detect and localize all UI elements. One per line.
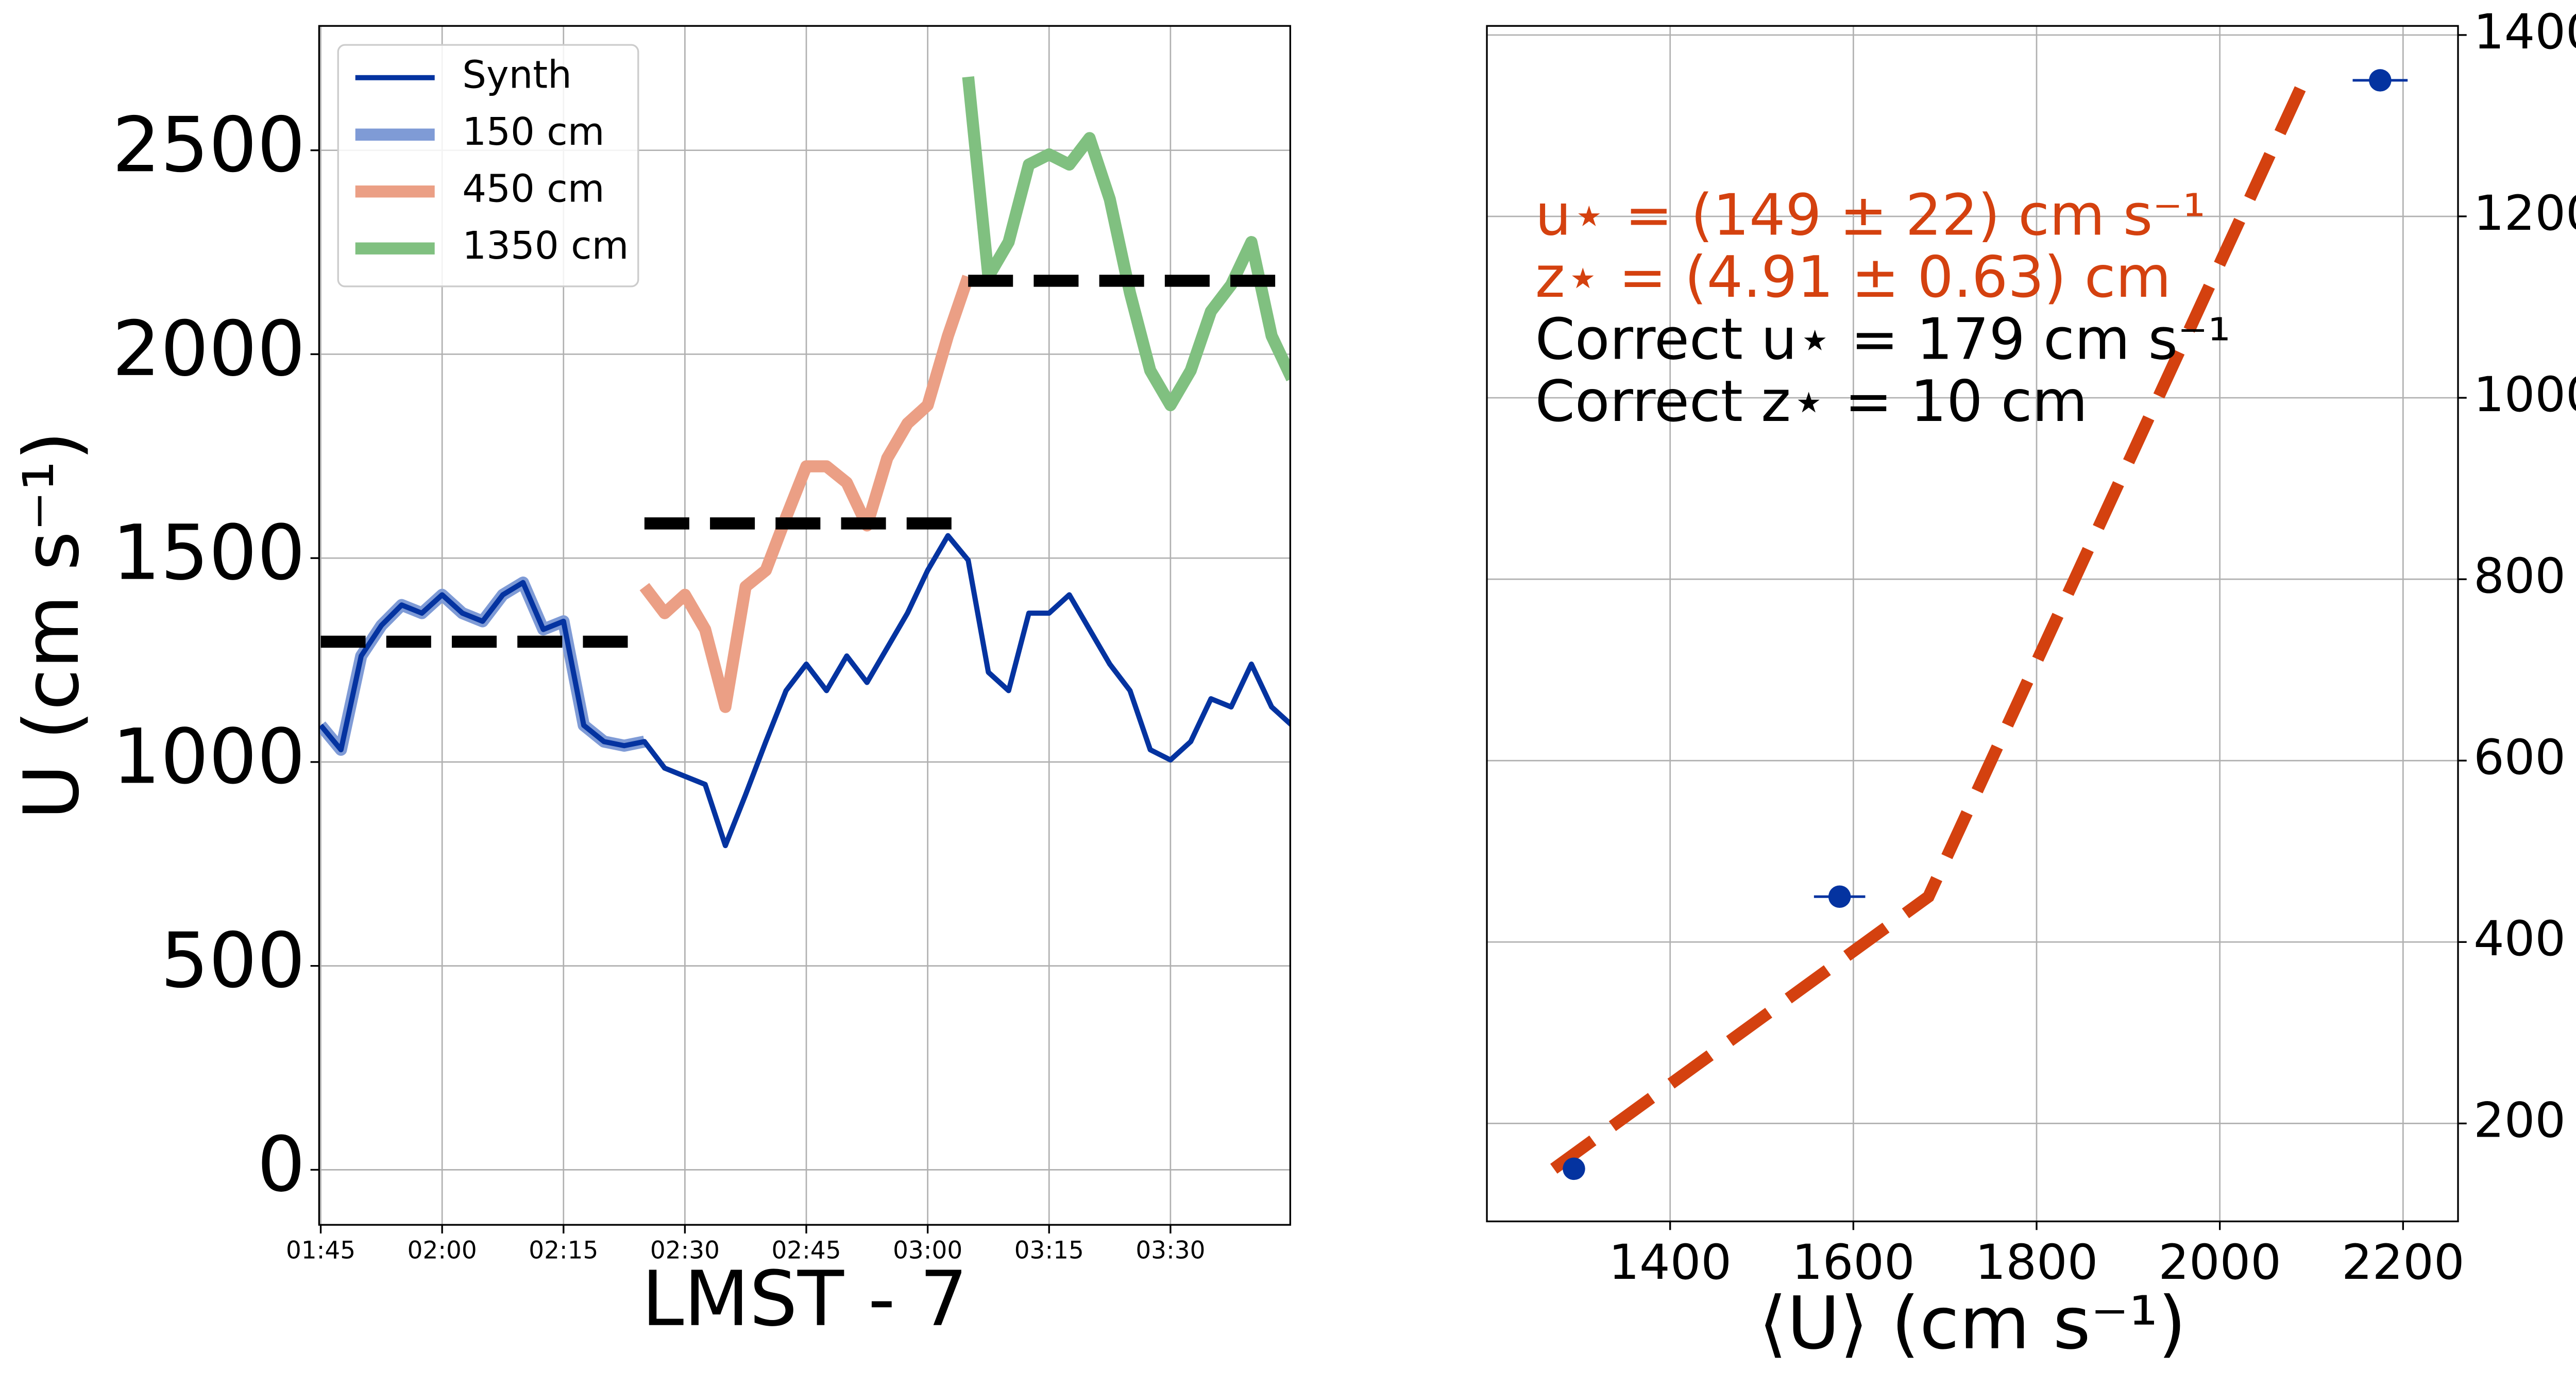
y-tick-label: 200 — [2473, 1092, 2566, 1148]
y-tick-label: 400 — [2473, 911, 2566, 967]
x-tick-label: 01:45 — [286, 1237, 355, 1265]
data-line — [319, 533, 1291, 849]
annotation: Correct u⋆ = 179 cm s⁻¹ — [1535, 307, 2231, 373]
y-tick-label: 1500 — [112, 509, 306, 597]
annotation: u⋆ = (149 ± 22) cm s⁻¹ — [1535, 182, 2206, 249]
x-tick-label: 02:45 — [771, 1237, 841, 1265]
x-tick-label: 1600 — [1792, 1235, 1915, 1291]
y-tick-label: 0 — [257, 1120, 306, 1209]
data-line — [639, 275, 974, 713]
axes-frame — [1486, 25, 2459, 1223]
y-tick-label: 800 — [2473, 548, 2566, 604]
legend-label: 1350 cm — [462, 224, 629, 268]
y-tick-label: 600 — [2473, 730, 2566, 786]
x-tick-label: 2200 — [2342, 1235, 2465, 1291]
x-tick-label: 03:15 — [1014, 1237, 1084, 1265]
legend-frame — [337, 44, 639, 288]
y-tick-label: 1200 — [2473, 185, 2576, 242]
data-point — [2369, 69, 2392, 92]
legend-label: Synth — [462, 54, 572, 97]
x-tick-label: 02:00 — [408, 1237, 477, 1265]
y-tick-label: 2500 — [112, 100, 306, 189]
x-tick-label: 2000 — [2158, 1235, 2281, 1291]
legend-label: 450 cm — [462, 167, 604, 211]
fit-line — [1550, 78, 2310, 1174]
x-axis-label: LMST - 7 — [641, 1255, 968, 1343]
x-tick-label: 1800 — [1975, 1235, 2098, 1291]
x-axis-label: ⟨U⟩ (cm s⁻¹) — [1759, 1281, 2187, 1366]
legend: Synth 150 cm 450 cm 1350 cm — [337, 44, 639, 288]
legend-label: 150 cm — [462, 110, 604, 154]
data-point — [1828, 885, 1851, 908]
x-tick-label: 1400 — [1608, 1235, 1732, 1291]
x-tick-label: 03:30 — [1136, 1237, 1205, 1265]
annotation: z⋆ = (4.91 ± 0.63) cm — [1535, 244, 2171, 311]
axes-frame — [318, 25, 1292, 1226]
y-axis-label: U (cm s⁻¹) — [7, 431, 96, 820]
plot-area — [1487, 26, 2459, 1222]
x-tick-label: 02:30 — [650, 1237, 720, 1265]
y-tick-label: 1400 — [2473, 4, 2576, 60]
x-tick-label: 03:00 — [893, 1237, 962, 1265]
annotation: Correct z⋆ = 10 cm — [1535, 368, 2088, 435]
y-tick-label: 500 — [160, 916, 305, 1005]
x-tick-label: 02:15 — [529, 1237, 598, 1265]
y-tick-label: 2000 — [112, 305, 306, 393]
y-tick-label: 1000 — [112, 712, 306, 801]
y-tick-label: 1000 — [2473, 367, 2576, 423]
data-line — [962, 76, 1291, 412]
data-point — [1563, 1157, 1585, 1180]
